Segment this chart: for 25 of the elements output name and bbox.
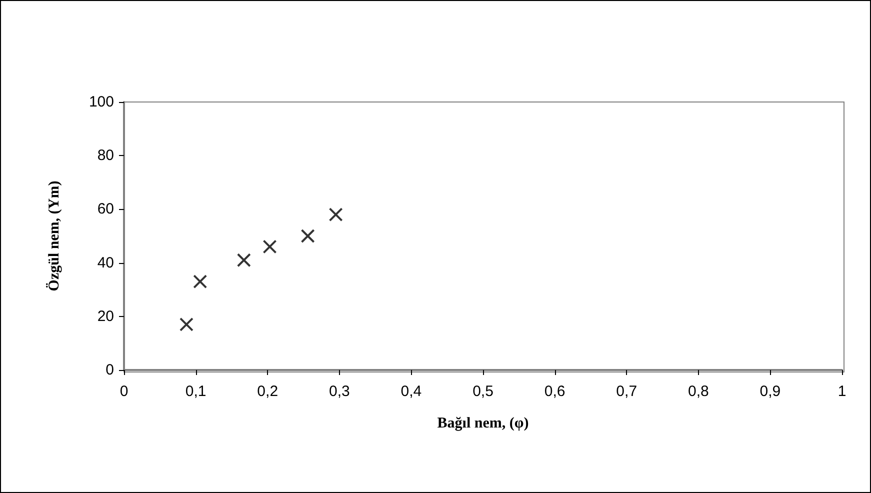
y-tick-label: 40 — [97, 254, 114, 272]
x-tick-label: 0,7 — [616, 383, 638, 400]
point — [193, 274, 208, 289]
point — [300, 229, 315, 243]
point — [262, 240, 277, 254]
y-tick-label: 60 — [97, 200, 114, 218]
y-tick-label: 0 — [106, 362, 114, 378]
x-tick-label: 0,4 — [400, 383, 422, 400]
y-tick-label: 20 — [97, 308, 114, 325]
y-tick-label: 80 — [97, 147, 114, 164]
x-tick-label: 0,2 — [257, 383, 278, 400]
point — [179, 317, 194, 332]
x-tick-label: 1 — [838, 383, 846, 400]
x-tick-label: 0,3 — [328, 383, 350, 400]
point — [236, 253, 251, 268]
x-axis-title: Bağıl nem, (φ) — [437, 416, 529, 432]
x-tick-label: 0,5 — [472, 383, 494, 400]
x-tick-label: 0,9 — [760, 383, 781, 400]
y-axis-title: Özgül nem, (Ym) — [46, 180, 62, 292]
point — [328, 208, 343, 222]
x-tick-label: 0,8 — [688, 383, 709, 400]
x-tick-label: 0,1 — [185, 383, 206, 400]
x-tick-label: 0 — [120, 383, 128, 400]
y-tick-label: 100 — [88, 94, 114, 110]
x-tick-label: 0,6 — [544, 383, 566, 400]
